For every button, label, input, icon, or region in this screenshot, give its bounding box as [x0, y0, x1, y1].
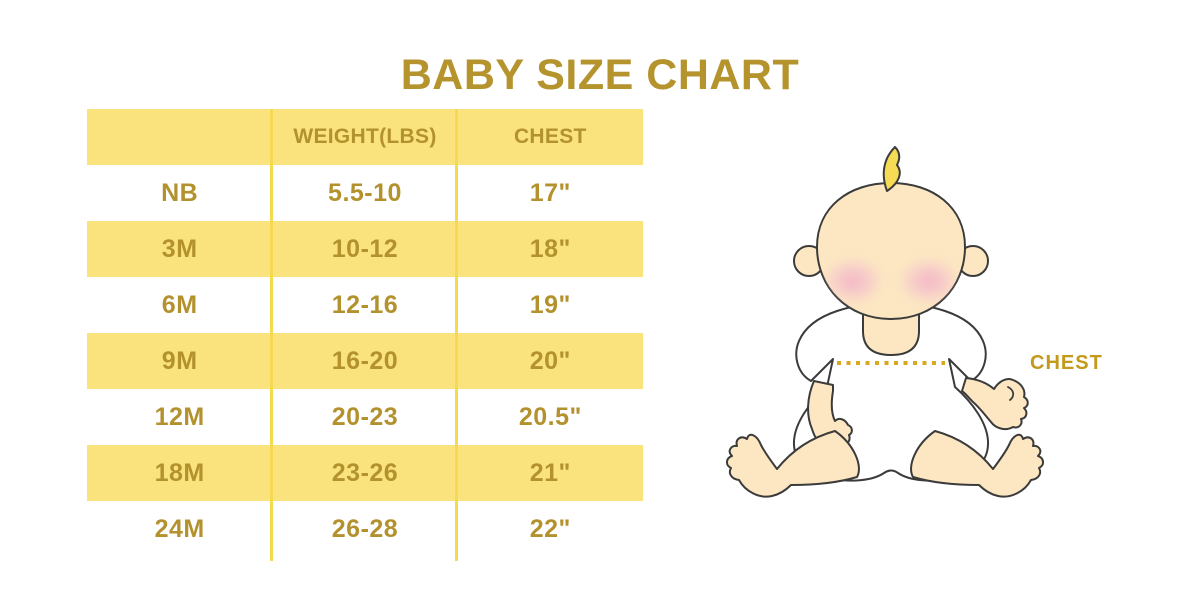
size-cell: 9M	[161, 346, 198, 375]
size-cell: 24M	[154, 514, 205, 543]
baby-hair-curl	[882, 146, 901, 192]
baby-illustration	[715, 135, 1055, 515]
chest-cell: 20"	[529, 346, 571, 375]
baby-svg	[726, 146, 1044, 498]
fist-thumb-line	[1007, 386, 1015, 401]
column-divider	[270, 109, 273, 561]
chest-cell: 17"	[529, 178, 571, 207]
chest-cell: 21"	[529, 458, 571, 487]
table-row: 9M 16-20 20"	[87, 333, 643, 389]
size-cell: 12M	[154, 402, 205, 431]
size-cell: 3M	[161, 234, 198, 263]
weight-cell: 5.5-10	[328, 178, 402, 207]
header-weight: WEIGHT(LBS)	[293, 125, 437, 148]
table-row: 6M 12-16 19"	[87, 277, 643, 333]
baby-size-table: WEIGHT(LBS) CHEST NB 5.5-10 17" 3M 10-12…	[87, 109, 643, 561]
weight-cell: 12-16	[331, 290, 399, 319]
chest-label: CHEST	[1030, 352, 1103, 374]
page-title: BABY SIZE CHART	[400, 50, 800, 99]
size-cell: 18M	[154, 458, 205, 487]
baby-blush	[823, 258, 959, 304]
table-row: 3M 10-12 18"	[87, 221, 643, 277]
table-row: 24M 26-28 22"	[87, 501, 643, 557]
chest-cell: 22"	[529, 514, 571, 543]
baby-left-arm	[807, 380, 853, 451]
weight-cell: 16-20	[331, 346, 399, 375]
table-row: NB 5.5-10 17"	[87, 165, 643, 221]
baby-left-leg	[726, 430, 860, 498]
chest-cell: 20.5"	[518, 402, 582, 431]
weight-cell: 10-12	[331, 234, 399, 263]
chest-cell: 18"	[529, 234, 571, 263]
weight-cell: 26-28	[331, 514, 399, 543]
weight-cell: 23-26	[331, 458, 399, 487]
baby-right-leg	[910, 430, 1044, 498]
column-divider	[455, 109, 458, 561]
size-cell: 6M	[161, 290, 198, 319]
chest-cell: 19"	[529, 290, 571, 319]
size-cell: NB	[161, 178, 199, 207]
table-row: 12M 20-23 20.5"	[87, 389, 643, 445]
table-row: 18M 23-26 21"	[87, 445, 643, 501]
header-chest: CHEST	[513, 125, 587, 148]
table-header-row: WEIGHT(LBS) CHEST	[87, 109, 643, 165]
weight-cell: 20-23	[331, 402, 399, 431]
